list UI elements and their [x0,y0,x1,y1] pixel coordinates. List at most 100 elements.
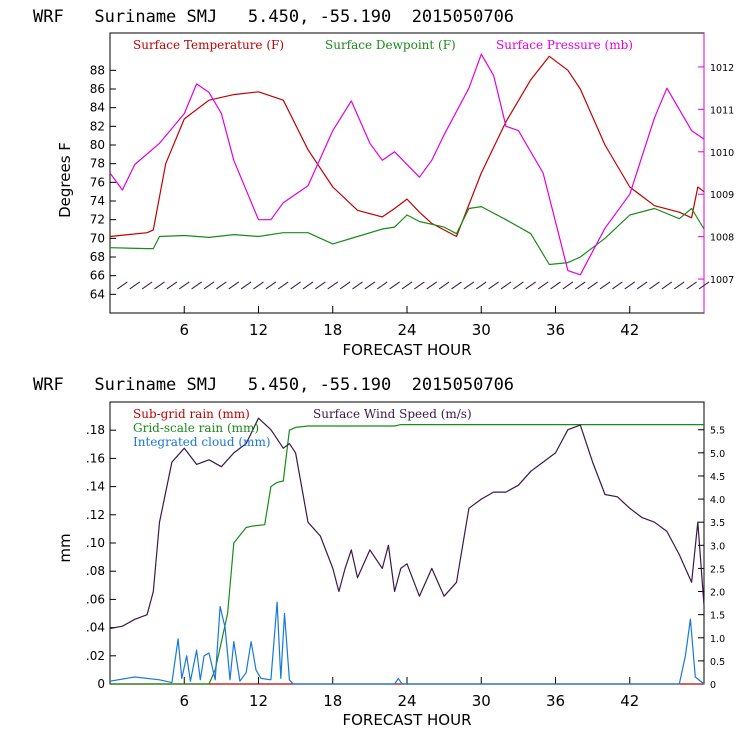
wind-barb [290,281,301,290]
wind-barb [673,281,685,290]
bottom-y2-ticks: 0 0.5 1.0 1.5 2.0 2.5 3.0 3.5 4.0 4.5 5.0 5.5 [698,426,725,691]
top-panel: WRF Suriname SMJ 5.450, -55.190 20150507… [33,7,734,359]
wind-barb [574,281,586,290]
top-y-axis-label: Degrees F [56,142,74,218]
wind-barb [537,281,549,290]
wind-barb [141,281,153,290]
top-panel-title: WRF Suriname SMJ 5.450, -55.190 20150507… [33,7,514,27]
series-line-gridscale [110,424,704,685]
bot-ytick-label: .02 [86,649,105,663]
top-y2tick-label: 1010 [710,148,734,159]
legend-surface-wind-speed: Surface Wind Speed (m/s) [313,407,472,421]
top-xtick-label: 24 [397,321,416,339]
top-xtick-label: 30 [472,321,491,339]
bottom-x-axis-label: FORECAST HOUR [342,711,471,729]
wind-barbs [117,281,710,290]
legend-surface-temperature: Surface Temperature (F) [133,38,284,52]
bot-xtick-label: 36 [546,692,565,710]
wind-barb [463,281,475,290]
series-line-temperature [109,55,705,238]
bot-y2tick-label: 4.5 [710,472,725,483]
bottom-panel: WRF Suriname SMJ 5.450, -55.190 20150507… [33,375,725,729]
wind-barb [178,281,190,290]
bot-ytick-label: .08 [86,564,105,578]
wind-barb [240,281,252,290]
top-xtick-label: 6 [179,321,189,339]
top-y2tick-label: 1012 [710,63,734,74]
bot-ytick-label: .12 [86,508,105,522]
top-ytick-label: 72 [90,213,105,227]
top-ytick-label: 82 [90,119,105,133]
bottom-x-ticks: 6 12 18 24 30 36 42 [179,677,639,710]
top-ytick-label: 84 [90,101,105,115]
wind-barb [117,281,128,290]
top-ytick-label: 86 [90,82,105,96]
wind-barb [636,281,648,290]
bot-xtick-label: 24 [397,692,416,710]
wind-barb [649,281,660,290]
bottom-y-axis-label: mm [56,533,74,562]
bot-y2tick-label: 1.0 [710,634,725,645]
top-ytick-label: 80 [90,138,105,152]
top-x-ticks: 6 12 18 24 30 36 42 [179,306,639,339]
top-y2tick-label: 1011 [710,105,734,116]
wind-barb [315,281,326,290]
wind-barb [216,281,227,290]
bot-y2tick-label: 4.0 [710,495,725,506]
bot-ytick-label: .10 [86,536,105,550]
top-x-axis-label: FORECAST HOUR [342,341,471,359]
bot-ytick-label: .18 [86,423,105,437]
bot-y2tick-label: 0 [710,680,716,691]
wind-barb [612,281,623,290]
wind-barb [451,281,462,290]
wind-barb [599,281,611,290]
top-y2tick-label: 1009 [710,190,734,201]
wind-barb [364,281,376,290]
wind-barb [376,281,388,290]
top-xtick-label: 36 [546,321,565,339]
bot-y2tick-label: 5.0 [710,449,725,460]
bot-y2tick-label: 1.5 [710,611,725,622]
wind-barb [475,281,487,290]
legend-gridscale-rain: Grid-scale rain (mm) [133,421,259,435]
top-ytick-label: 78 [90,157,105,171]
wind-barb [339,281,351,290]
top-y-ticks: 64 66 68 70 72 74 76 78 80 82 84 86 88 [90,63,116,301]
series-line-cloud [109,601,705,685]
top-ytick-label: 88 [90,63,105,77]
bot-ytick-label: .06 [86,592,105,606]
wind-barb [253,281,264,290]
wind-barb [488,281,499,290]
bot-xtick-label: 12 [249,692,268,710]
wind-barb [191,281,202,290]
legend-surface-dewpoint: Surface Dewpoint (F) [325,38,456,52]
wind-barb [562,281,574,290]
bot-ytick-label: .16 [86,451,105,465]
bot-xtick-label: 6 [179,692,189,710]
bot-y2tick-label: 2.5 [710,564,725,575]
top-series-group [109,53,705,276]
wind-barb [550,281,561,290]
bot-y2tick-label: 3.5 [710,518,725,529]
legend-surface-pressure: Surface Pressure (mb) [496,38,633,52]
wind-barb [265,281,277,290]
wind-barb [302,281,314,290]
wind-barb [587,281,598,290]
wind-barb [414,281,425,290]
top-plot-frame [109,32,705,314]
bot-xtick-label: 42 [620,692,639,710]
wind-barb [154,281,165,290]
top-ytick-label: 70 [90,231,105,245]
series-line-pressure [109,53,705,276]
bottom-panel-title: WRF Suriname SMJ 5.450, -55.190 20150507… [33,375,514,395]
wind-barb [389,281,400,290]
top-ytick-label: 66 [90,269,105,283]
legend-subgrid-rain: Sub-grid rain (mm) [133,407,250,421]
bot-xtick-label: 18 [323,692,342,710]
top-ytick-label: 64 [90,287,105,301]
series-line-wind [109,417,705,630]
top-xtick-label: 18 [323,321,342,339]
wind-barb [277,281,289,290]
wind-barb [661,281,673,290]
